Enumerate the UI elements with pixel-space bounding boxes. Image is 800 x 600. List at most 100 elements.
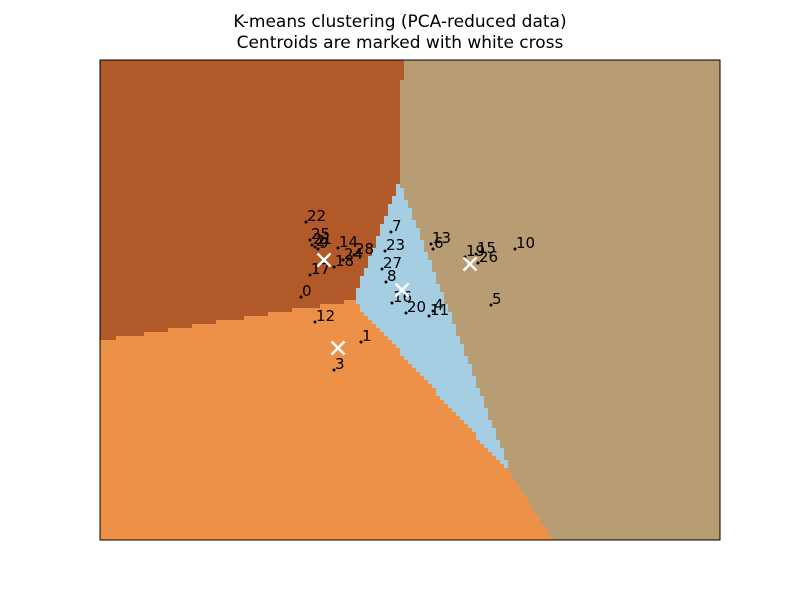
region-cell <box>100 240 376 244</box>
region-cell <box>100 420 464 424</box>
region-cell <box>504 448 720 452</box>
region-cell <box>100 332 144 336</box>
region-cell <box>404 72 720 76</box>
region-cell <box>428 252 720 256</box>
region-cell <box>400 84 720 88</box>
region-cell <box>508 464 720 468</box>
region-cell <box>100 216 384 220</box>
decision-regions <box>100 60 720 540</box>
region-cell <box>100 428 472 432</box>
region-cell <box>100 316 244 320</box>
region-cell <box>484 396 720 400</box>
region-cell <box>424 244 720 248</box>
region-cell <box>360 276 436 280</box>
point-label: 7 <box>392 217 402 235</box>
region-cell <box>416 224 720 228</box>
point-label: 13 <box>432 229 451 247</box>
region-cell <box>400 96 720 100</box>
region-cell <box>216 320 372 324</box>
region-cell <box>444 400 484 404</box>
region-cell <box>420 236 720 240</box>
region-cell <box>100 168 400 172</box>
region-cell <box>100 300 344 304</box>
region-cell <box>548 528 720 532</box>
data-point <box>429 242 433 246</box>
region-cell <box>100 200 392 204</box>
region-cell <box>436 388 480 392</box>
region-cell <box>392 196 404 200</box>
region-cell <box>468 424 492 428</box>
point-label: 9 <box>319 234 329 252</box>
region-cell <box>508 468 720 472</box>
region-cell <box>100 260 368 264</box>
region-cell <box>100 364 412 368</box>
region-cell <box>100 348 400 352</box>
region-cell <box>484 404 720 408</box>
region-cell <box>456 412 488 416</box>
region-cell <box>504 456 720 460</box>
region-cell <box>400 160 720 164</box>
region-cell <box>472 372 720 376</box>
region-cell <box>464 348 720 352</box>
region-cell <box>100 264 368 268</box>
data-point <box>427 314 431 318</box>
point-label: 10 <box>516 234 535 252</box>
point-label: 12 <box>316 307 335 325</box>
region-cell <box>100 376 424 380</box>
region-cell <box>404 64 720 68</box>
region-cell <box>100 228 380 232</box>
chart-title: K-means clustering (PCA-reduced data) <box>233 12 567 32</box>
region-cell <box>400 132 720 136</box>
region-cell <box>404 356 468 360</box>
region-cell <box>512 472 720 476</box>
region-cell <box>100 468 508 472</box>
region-cell <box>100 280 360 284</box>
region-cell <box>100 500 528 504</box>
region-cell <box>100 384 432 388</box>
region-cell <box>100 360 408 364</box>
region-cell <box>492 424 720 428</box>
point-label: 4 <box>434 296 444 314</box>
region-cell <box>500 460 508 464</box>
point-label: 1 <box>362 327 372 345</box>
region-cell <box>100 196 392 200</box>
point-label: 8 <box>387 267 397 285</box>
region-cell <box>388 212 412 216</box>
region-cell <box>400 156 720 160</box>
region-cell <box>444 296 720 300</box>
region-cell <box>100 504 532 508</box>
region-cell <box>400 116 720 120</box>
region-cell <box>244 316 368 320</box>
region-cell <box>360 304 448 308</box>
region-cell <box>100 184 396 188</box>
region-cell <box>364 312 452 316</box>
region-cell <box>396 192 404 196</box>
region-cell <box>100 80 400 84</box>
region-cell <box>480 392 720 396</box>
region-cell <box>100 336 116 340</box>
region-cell <box>436 280 720 284</box>
region-cell <box>408 204 720 208</box>
region-cell <box>436 276 720 280</box>
region-cell <box>500 440 720 444</box>
region-cell <box>400 108 720 112</box>
region-cell <box>512 476 720 480</box>
region-cell <box>484 444 500 448</box>
region-cell <box>100 192 396 196</box>
region-cell <box>456 332 720 336</box>
region-cell <box>100 320 216 324</box>
region-cell <box>452 320 720 324</box>
region-cell <box>100 88 400 92</box>
region-cell <box>480 440 500 444</box>
region-cell <box>504 452 720 456</box>
region-cell <box>100 536 552 540</box>
data-point <box>352 253 356 257</box>
region-cell <box>452 316 720 320</box>
region-cell <box>100 84 400 88</box>
region-cell <box>100 176 400 180</box>
region-cell <box>372 252 428 256</box>
region-cell <box>516 480 720 484</box>
region-cell <box>488 448 504 452</box>
region-cell <box>364 272 436 276</box>
